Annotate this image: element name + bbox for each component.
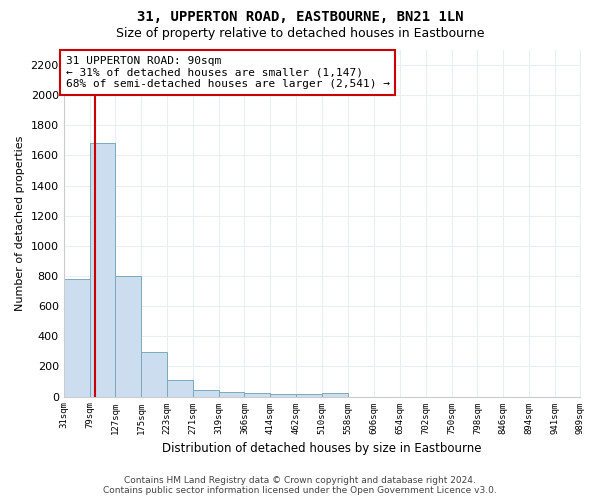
Bar — [193, 390, 219, 396]
Text: 31, UPPERTON ROAD, EASTBOURNE, BN21 1LN: 31, UPPERTON ROAD, EASTBOURNE, BN21 1LN — [137, 10, 463, 24]
Y-axis label: Number of detached properties: Number of detached properties — [15, 136, 25, 311]
Bar — [270, 394, 296, 396]
X-axis label: Distribution of detached houses by size in Eastbourne: Distribution of detached houses by size … — [163, 442, 482, 455]
Text: Size of property relative to detached houses in Eastbourne: Size of property relative to detached ho… — [116, 28, 484, 40]
Bar — [64, 279, 89, 396]
Bar — [244, 393, 270, 396]
Bar — [322, 393, 348, 396]
Bar — [296, 394, 322, 396]
Bar — [219, 392, 244, 396]
Text: 31 UPPERTON ROAD: 90sqm
← 31% of detached houses are smaller (1,147)
68% of semi: 31 UPPERTON ROAD: 90sqm ← 31% of detache… — [66, 56, 390, 89]
Bar — [167, 380, 193, 396]
Bar — [89, 144, 115, 396]
Bar — [142, 352, 167, 397]
Bar — [115, 276, 142, 396]
Text: Contains HM Land Registry data © Crown copyright and database right 2024.
Contai: Contains HM Land Registry data © Crown c… — [103, 476, 497, 495]
